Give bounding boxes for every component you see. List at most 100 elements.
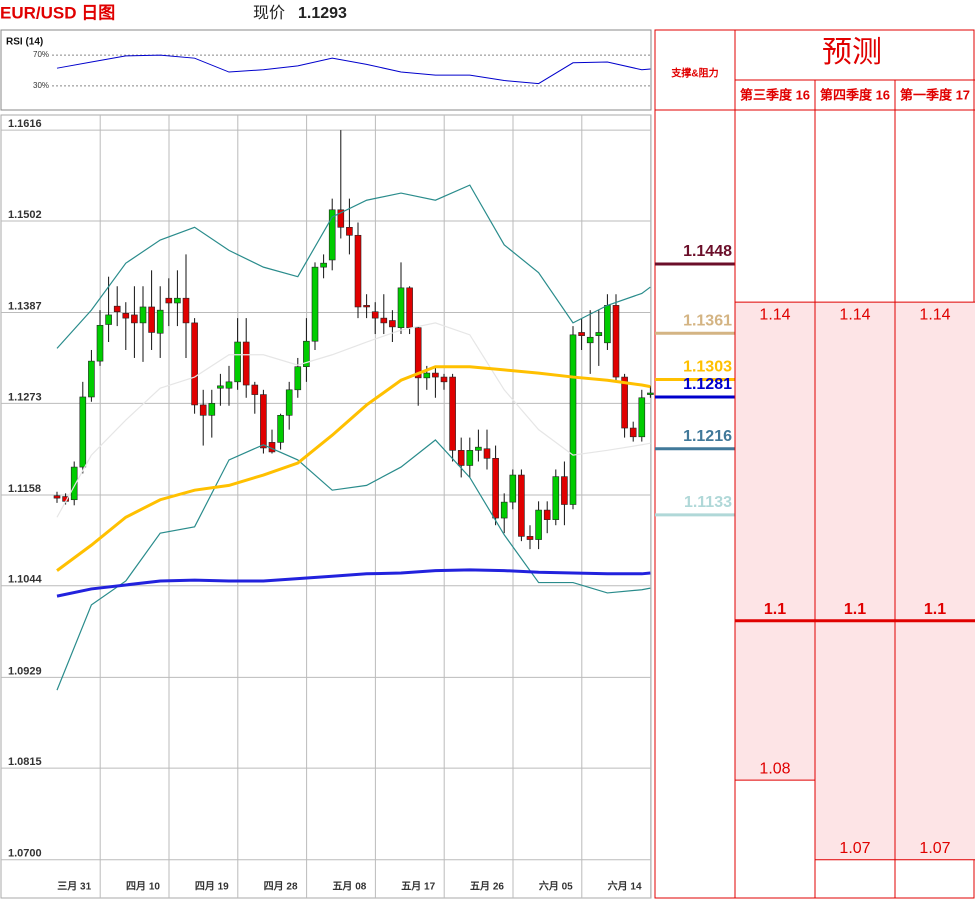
forecast-low: 1.08 — [759, 760, 790, 777]
candle-body — [449, 376, 456, 451]
level-label: 1.1133 — [684, 494, 732, 511]
indicator-line — [56, 568, 651, 598]
candle-body — [122, 313, 130, 319]
candle-body — [113, 305, 121, 313]
candle-body — [397, 287, 405, 328]
indicator-line — [56, 439, 651, 691]
forecast-column-label: 第四季度 16 — [820, 87, 890, 102]
candle-body — [604, 305, 611, 344]
y-tick-label: 1.1616 — [8, 118, 42, 130]
candle-body — [191, 322, 198, 406]
candle-body — [561, 476, 568, 505]
forecast-low: 1.07 — [919, 840, 950, 857]
candle-body — [354, 234, 362, 308]
candle-body — [595, 332, 603, 336]
indicator-line — [56, 184, 651, 349]
level-label: 1.1216 — [683, 428, 732, 445]
rsi-line — [56, 54, 651, 85]
candle-body — [414, 327, 422, 379]
candle-body — [371, 311, 379, 319]
candle-body — [380, 317, 388, 324]
candle-body — [578, 332, 585, 336]
x-tick-label: 四月 19 — [195, 881, 229, 893]
y-tick-label: 1.0815 — [8, 756, 42, 768]
candle-body — [483, 448, 491, 459]
x-tick-label: 四月 28 — [264, 881, 298, 893]
x-tick-label: 六月 05 — [539, 880, 573, 893]
candle-body — [457, 450, 465, 466]
forecast-range — [815, 302, 895, 860]
x-tick-label: 五月 08 — [332, 881, 366, 893]
price-label: 现价 — [253, 5, 285, 22]
candle-body — [500, 501, 508, 519]
y-tick-label: 70% — [33, 50, 49, 59]
candle-body — [96, 324, 104, 362]
y-tick-label: 1.1502 — [8, 209, 42, 221]
candle-body — [423, 372, 431, 379]
candle-body — [234, 341, 241, 383]
forecast-mid: 1.1 — [764, 601, 786, 618]
rsi-frame — [0, 29, 652, 111]
candle-body — [432, 372, 439, 378]
y-tick-label: 1.1158 — [8, 483, 41, 495]
candle-body — [105, 314, 112, 325]
candle-body — [535, 509, 542, 540]
support-title: 支撑&阻力 — [670, 67, 718, 80]
candle-body — [139, 306, 147, 324]
candle-body — [647, 392, 654, 395]
x-tick-label: 六月 14 — [608, 880, 642, 893]
x-tick-label: 五月 17 — [401, 881, 435, 893]
candle-body — [518, 474, 525, 537]
candle-body — [303, 340, 310, 368]
y-tick-label: 1.1273 — [8, 391, 42, 403]
forecast-title: 预测 — [822, 36, 882, 69]
candle-body — [320, 262, 327, 268]
candle-body — [294, 366, 302, 391]
y-tick-label: 30% — [33, 81, 49, 90]
candle-body — [569, 334, 577, 505]
candle-body — [612, 305, 620, 378]
forecast-high: 1.14 — [759, 306, 790, 323]
candle-body — [251, 384, 259, 395]
candle-body — [79, 396, 87, 468]
y-tick-label: 1.0700 — [8, 848, 42, 860]
candle-body — [70, 466, 78, 501]
candle-body — [629, 427, 637, 438]
candle-body — [526, 536, 534, 540]
candle-body — [406, 287, 413, 328]
indicator-line — [56, 322, 651, 518]
candle-body — [543, 509, 551, 520]
indicator-line — [56, 365, 651, 572]
x-tick-label: 三月 31 — [57, 881, 91, 893]
forecast-mid: 1.1 — [924, 601, 946, 618]
candle-body — [131, 314, 138, 324]
candle-body — [174, 297, 181, 304]
candle-body — [285, 389, 293, 416]
candle-body — [552, 476, 560, 520]
candle-body — [346, 227, 353, 236]
x-tick-label: 四月 10 — [126, 881, 160, 893]
candle-body — [586, 336, 594, 344]
candle-body — [621, 376, 628, 429]
candle-body — [638, 397, 646, 438]
forecast-range — [895, 302, 975, 860]
candle-body — [475, 446, 482, 451]
x-tick-label: 五月 26 — [470, 881, 504, 893]
rsi-title: RSI (14) — [6, 37, 43, 48]
forecast-low: 1.07 — [839, 840, 870, 857]
candle-body — [492, 458, 499, 519]
candle-body — [337, 209, 345, 228]
candle-body — [217, 385, 224, 389]
candle-body — [156, 309, 164, 334]
candle-body — [242, 341, 250, 386]
level-label: 1.1303 — [683, 359, 732, 376]
candle-body — [466, 450, 474, 466]
candle-body — [225, 381, 233, 389]
candle-body — [182, 297, 190, 324]
forecast-column-label: 第三季度 16 — [740, 87, 810, 102]
candle-body — [53, 495, 61, 499]
candle-body — [363, 305, 370, 308]
candle-body — [509, 474, 517, 503]
forecast-mid: 1.1 — [844, 601, 866, 618]
